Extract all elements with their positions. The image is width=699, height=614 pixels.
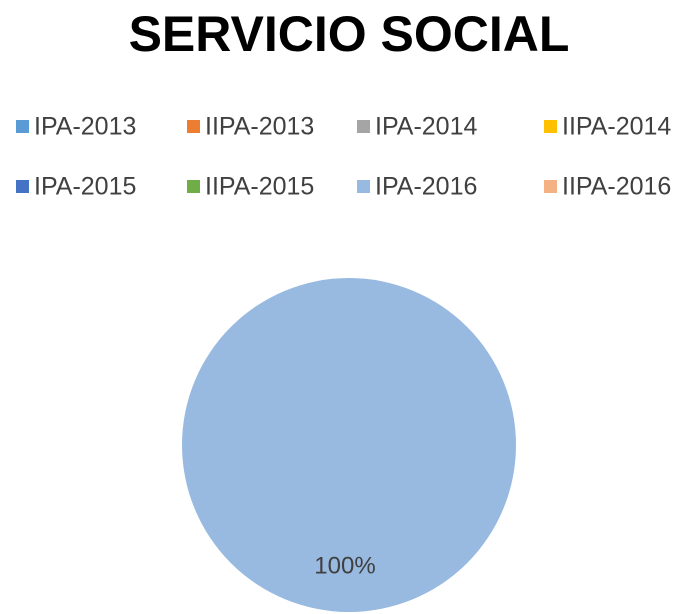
legend-label: IIPA-2013: [205, 113, 314, 141]
legend-swatch: [187, 180, 200, 193]
legend-label: IPA-2016: [375, 173, 477, 201]
legend-swatch: [357, 120, 370, 133]
legend-label: IPA-2013: [34, 113, 136, 141]
legend-swatch: [544, 180, 557, 193]
legend-label: IIPA-2016: [562, 173, 671, 201]
legend-swatch: [357, 180, 370, 193]
data-label: 100%: [314, 552, 375, 579]
pie-slice: [182, 278, 516, 612]
legend-swatch: [16, 120, 29, 133]
legend-label: IPA-2015: [34, 173, 136, 201]
legend-swatch: [544, 120, 557, 133]
legend-label: IIPA-2015: [205, 173, 314, 201]
legend-swatch: [187, 120, 200, 133]
chart-title: SERVICIO SOCIAL: [129, 6, 570, 62]
legend-swatch: [16, 180, 29, 193]
legend-label: IIPA-2014: [562, 113, 671, 141]
legend-label: IPA-2014: [375, 113, 477, 141]
